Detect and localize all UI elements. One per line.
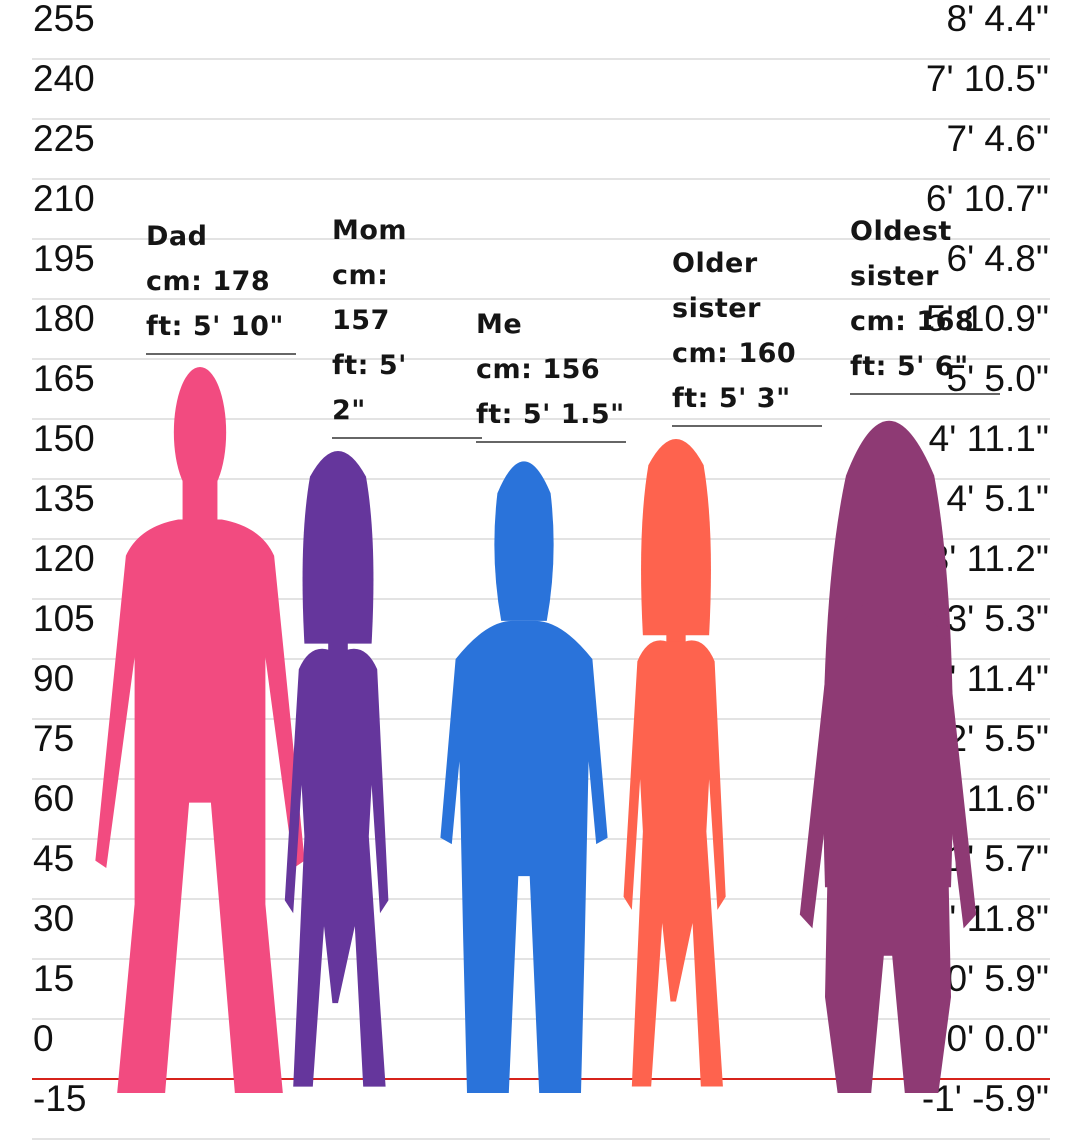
y-tick-label-ft: 5' 5.0" xyxy=(946,358,1050,399)
y-tick-label-cm: 210 xyxy=(33,178,95,219)
y-tick-label-cm: 60 xyxy=(33,778,75,819)
gridline xyxy=(32,178,1050,180)
person-name: Dad xyxy=(146,221,208,252)
y-tick-label-cm: 240 xyxy=(33,58,95,99)
height-marker-line xyxy=(476,441,626,443)
person-height-cm: cm: 178 xyxy=(146,266,271,297)
gridline xyxy=(32,58,1050,60)
y-tick-label-cm: -15 xyxy=(33,1078,87,1119)
person-silhouette-older-sister xyxy=(623,439,726,1087)
gridline xyxy=(32,238,1050,240)
y-tick-label-cm: 75 xyxy=(33,718,75,759)
y-tick-label-ft: 8' 4.4" xyxy=(946,0,1050,39)
y-tick-label-ft: 4' 11.1" xyxy=(928,418,1049,459)
person-height-ft: ft: 5' 2" xyxy=(332,350,407,426)
y-tick-label-cm: 255 xyxy=(33,0,95,39)
y-tick-label-cm: 120 xyxy=(33,538,95,579)
height-marker-line xyxy=(332,437,482,439)
person-label: Oldest sister cm: 168 ft: 5' 6" xyxy=(850,209,974,389)
y-tick-label-cm: 135 xyxy=(33,478,95,519)
y-tick-label-ft: 6' 4.8" xyxy=(946,238,1050,279)
person-height-cm: cm: 157 xyxy=(332,260,390,336)
person-name: Oldest sister xyxy=(850,216,952,292)
y-tick-label-cm: 15 xyxy=(33,958,75,999)
person-label: Me cm: 156 ft: 5' 1.5" xyxy=(476,302,625,437)
height-marker-line xyxy=(672,425,822,427)
person-height-cm: cm: 156 xyxy=(476,354,601,385)
person-label: Mom cm: 157 ft: 5' 2" xyxy=(332,208,407,433)
person-silhouette-oldest-sister xyxy=(799,420,977,1093)
person-height-ft: ft: 5' 10" xyxy=(146,311,284,342)
person-silhouette-me xyxy=(440,461,608,1093)
person-silhouette-dad xyxy=(95,367,305,1093)
y-tick-label-ft: 0' 0.0" xyxy=(946,1018,1050,1059)
person-name: Older sister xyxy=(672,248,761,324)
person-height-cm: cm: 168 xyxy=(850,306,975,337)
y-tick-label-cm: 105 xyxy=(33,598,95,639)
y-tick-label-ft: 6' 10.7" xyxy=(925,178,1049,219)
person-label: Dad cm: 178 ft: 5' 10" xyxy=(146,214,284,349)
person-label: Older sister cm: 160 ft: 5' 3" xyxy=(672,241,796,421)
height-marker-line xyxy=(850,393,1000,395)
person-height-ft: ft: 5' 1.5" xyxy=(476,399,625,430)
person-silhouette-mom xyxy=(284,451,389,1087)
y-tick-label-cm: 0 xyxy=(33,1018,54,1059)
y-tick-label-cm: 90 xyxy=(33,658,75,699)
person-height-ft: ft: 5' 6" xyxy=(850,351,969,382)
person-height-ft: ft: 5' 3" xyxy=(672,383,791,414)
person-name: Mom xyxy=(332,215,408,246)
y-tick-label-ft: 0' 5.9" xyxy=(946,958,1050,999)
height-marker-line xyxy=(146,353,296,355)
y-tick-label-cm: 30 xyxy=(33,898,75,939)
y-tick-label-cm: 180 xyxy=(33,298,95,339)
y-tick-label-cm: 45 xyxy=(33,838,75,879)
y-tick-label-ft: 7' 10.5" xyxy=(925,58,1049,99)
y-tick-label-cm: 225 xyxy=(33,118,95,159)
y-tick-label-ft: 7' 4.6" xyxy=(946,118,1050,159)
y-tick-label-ft: -1' -5.9" xyxy=(921,1078,1049,1119)
y-tick-label-ft: 4' 5.1" xyxy=(946,478,1050,519)
y-tick-label-ft: 3' 5.3" xyxy=(946,598,1050,639)
y-tick-label-ft: 3' 11.2" xyxy=(928,538,1049,579)
gridline xyxy=(32,298,1050,300)
y-tick-label-cm: 165 xyxy=(33,358,95,399)
y-tick-label-ft: 2' 5.5" xyxy=(946,718,1050,759)
gridline xyxy=(32,358,1050,360)
y-tick-label-ft: 5' 10.9" xyxy=(925,298,1049,339)
person-height-cm: cm: 160 xyxy=(672,338,797,369)
y-tick-label-cm: 195 xyxy=(33,238,95,279)
gridline xyxy=(32,418,1050,420)
gridline xyxy=(32,118,1050,120)
y-tick-label-cm: 150 xyxy=(33,418,95,459)
person-name: Me xyxy=(476,309,523,340)
